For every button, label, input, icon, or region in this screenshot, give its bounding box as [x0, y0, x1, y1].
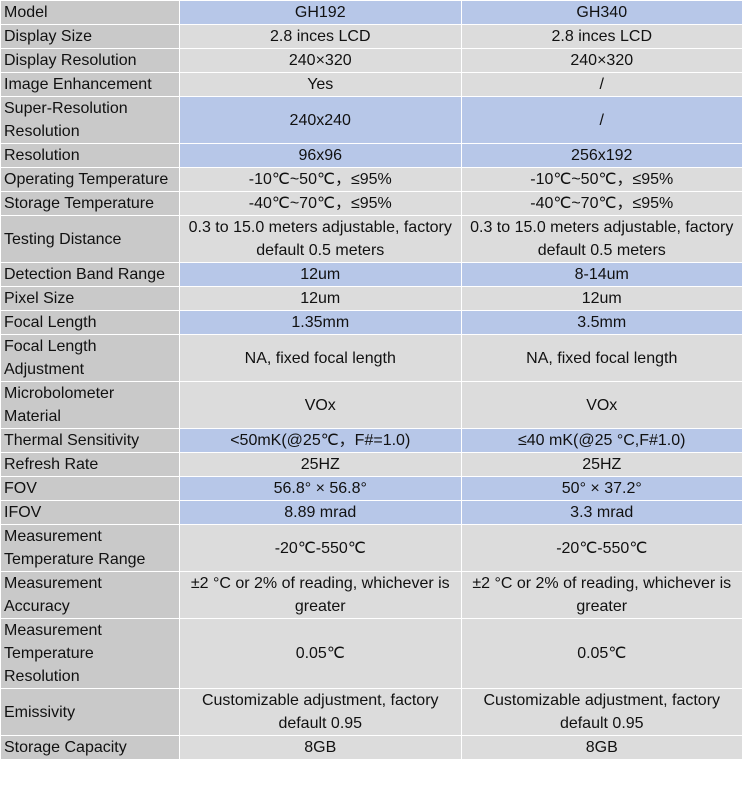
- row-label: IFOV: [0, 500, 180, 525]
- cell-value: -10℃~50℃，≤95%: [179, 167, 462, 192]
- table-row: Storage Temperature -40℃~70℃，≤95% -40℃~70℃…: [0, 191, 743, 216]
- table-row: Storage Capacity 8GB 8GB: [0, 735, 743, 760]
- table-row: Refresh Rate 25HZ 25HZ: [0, 452, 743, 477]
- cell-value: 12um: [179, 262, 462, 287]
- table-row: Super-Resolution Resolution 240x240/: [0, 96, 743, 144]
- cell-value: VOx: [179, 381, 462, 429]
- cell-value: <50mK(@25℃，F#=1.0): [179, 428, 462, 453]
- table-row: IFOV 8.89 mrad 3.3 mrad: [0, 500, 743, 525]
- cell-value: 8-14um: [460, 262, 743, 287]
- row-label: Microbolometer Material: [0, 381, 180, 429]
- table-row: Resolution 96x96 256x192: [0, 143, 743, 168]
- table-row: Detection Band Range 12um 8-14um: [0, 262, 743, 287]
- cell-value: NA, fixed focal length: [460, 334, 743, 382]
- table-row: Measurement Temperature Resolution 0.05℃ 0…: [0, 618, 743, 689]
- row-label: Display Resolution: [0, 48, 180, 73]
- row-label: Testing Distance: [0, 215, 180, 263]
- cell-value: -40℃~70℃，≤95%: [460, 191, 743, 216]
- cell-value: 56.8° × 56.8°: [179, 476, 462, 501]
- cell-value: 240×320: [460, 48, 743, 73]
- row-label: Resolution: [0, 143, 180, 168]
- table-row: Pixel Size 12um 12um: [0, 286, 743, 311]
- row-label: Measurement Accuracy: [0, 571, 180, 619]
- cell-value: 1.35mm: [179, 310, 462, 335]
- cell-value: 8GB: [460, 735, 743, 760]
- cell-value: NA, fixed focal length: [179, 334, 462, 382]
- table-row: Image Enhancement Yes /: [0, 72, 743, 97]
- row-label: Model: [0, 0, 180, 25]
- table-row: Measurement Accuracy ±2 °C or 2% of readi…: [0, 571, 743, 619]
- cell-value: 240×320: [179, 48, 462, 73]
- table-row: Display Resolution 240×320 240×320: [0, 48, 743, 73]
- row-label: Operating Temperature: [0, 167, 180, 192]
- cell-value: 12um: [179, 286, 462, 311]
- cell-value: VOx: [460, 381, 743, 429]
- cell-value: 96x96: [179, 143, 462, 168]
- row-label: Measurement Temperature Resolution: [0, 618, 180, 689]
- row-label: FOV: [0, 476, 180, 501]
- table-row: Thermal Sensitivity <50mK(@25℃，F#=1.0) ≤40…: [0, 428, 743, 453]
- row-label: Image Enhancement: [0, 72, 180, 97]
- table-row: Testing Distance 0.3 to 15.0 meters adjus…: [0, 215, 743, 263]
- cell-value: 0.05℃: [179, 618, 462, 689]
- table-row: Operating Temperature -10℃~50℃，≤95% -10℃~5…: [0, 167, 743, 192]
- row-label: Focal Length: [0, 310, 180, 335]
- row-label: Emissivity: [0, 688, 180, 736]
- cell-value: /: [460, 72, 743, 97]
- cell-value: -20℃-550℃: [179, 524, 462, 572]
- cell-value: 240x240: [179, 96, 462, 144]
- cell-value: -10℃~50℃，≤95%: [460, 167, 743, 192]
- cell-value: 25HZ: [460, 452, 743, 477]
- cell-value: Customizable adjustment, factory default…: [179, 688, 462, 736]
- cell-value: 12um: [460, 286, 743, 311]
- row-label: Measurement Temperature Range: [0, 524, 180, 572]
- row-label: Pixel Size: [0, 286, 180, 311]
- cell-value: -40℃~70℃，≤95%: [179, 191, 462, 216]
- cell-value: ±2 °C or 2% of reading, whichever is gre…: [460, 571, 743, 619]
- table-row: Display Size 2.8 inces LCD 2.8 inces LCD: [0, 24, 743, 49]
- row-label: Thermal Sensitivity: [0, 428, 180, 453]
- cell-value: Customizable adjustment, factory default…: [460, 688, 743, 736]
- row-label: Focal Length Adjustment: [0, 334, 180, 382]
- cell-value: 8GB: [179, 735, 462, 760]
- cell-value: Yes: [179, 72, 462, 97]
- cell-value: 25HZ: [179, 452, 462, 477]
- row-label: Refresh Rate: [0, 452, 180, 477]
- cell-value: /: [460, 96, 743, 144]
- row-label: Storage Temperature: [0, 191, 180, 216]
- table-row: Focal Length Adjustment NA, fixed focal l…: [0, 334, 743, 382]
- spec-table: Model GH192 GH340 Display Size 2.8 inces LCD…: [0, 0, 743, 760]
- table-row: Model GH192 GH340: [0, 0, 743, 25]
- row-label: Detection Band Range: [0, 262, 180, 287]
- table-row: Emissivity Customizable adjustment, facto…: [0, 688, 743, 736]
- cell-value: 2.8 inces LCD: [460, 24, 743, 49]
- table-row: Measurement Temperature Range -20℃-550℃ -2…: [0, 524, 743, 572]
- table-row: Microbolometer Material VOx VOx: [0, 381, 743, 429]
- row-label: Storage Capacity: [0, 735, 180, 760]
- cell-value: ≤40 mK(@25 °C,F#1.0): [460, 428, 743, 453]
- cell-value: -20℃-550℃: [460, 524, 743, 572]
- cell-value: GH340: [460, 0, 743, 25]
- cell-value: 50° × 37.2°: [460, 476, 743, 501]
- cell-value: 2.8 inces LCD: [179, 24, 462, 49]
- cell-value: ±2 °C or 2% of reading, whichever is gre…: [179, 571, 462, 619]
- cell-value: 3.3 mrad: [460, 500, 743, 525]
- cell-value: 8.89 mrad: [179, 500, 462, 525]
- row-label: Display Size: [0, 24, 180, 49]
- table-row: Focal Length 1.35mm 3.5mm: [0, 310, 743, 335]
- cell-value: 0.3 to 15.0 meters adjustable, factory d…: [460, 215, 743, 263]
- cell-value: 3.5mm: [460, 310, 743, 335]
- row-label: Super-Resolution Resolution: [0, 96, 180, 144]
- cell-value: 256x192: [460, 143, 743, 168]
- cell-value: GH192: [179, 0, 462, 25]
- cell-value: 0.05℃: [460, 618, 743, 689]
- table-row: FOV 56.8° × 56.8° 50° × 37.2°: [0, 476, 743, 501]
- cell-value: 0.3 to 15.0 meters adjustable, factory d…: [179, 215, 462, 263]
